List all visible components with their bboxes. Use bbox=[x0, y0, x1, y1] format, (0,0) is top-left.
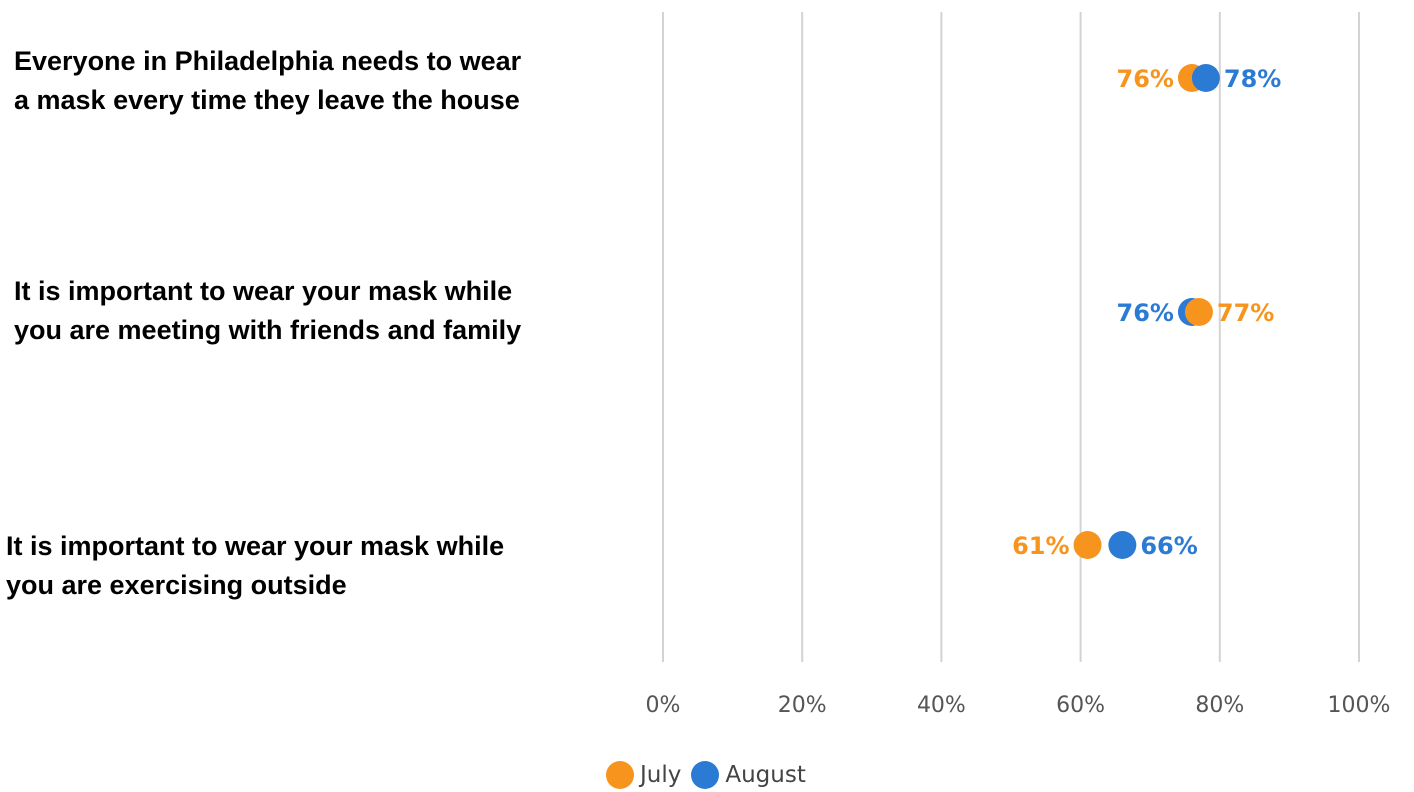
category-label-line: you are meeting with friends and family bbox=[14, 315, 522, 345]
data-label: 66% bbox=[1140, 532, 1197, 560]
data-label: 78% bbox=[1224, 65, 1281, 93]
category-label-line: Everyone in Philadelphia needs to wear bbox=[14, 46, 522, 76]
legend-label: July bbox=[640, 762, 682, 788]
data-label: 61% bbox=[1012, 532, 1069, 560]
category-label-line: you are exercising outside bbox=[6, 570, 347, 600]
x-tick-label: 60% bbox=[1056, 693, 1105, 718]
legend-item-july: July bbox=[606, 761, 681, 789]
category-label-line: It is important to wear your mask while bbox=[6, 531, 505, 561]
legend-dot-icon bbox=[691, 761, 720, 789]
legend-dot-icon bbox=[606, 761, 634, 789]
data-point-august bbox=[1108, 531, 1137, 559]
category-label-masks-always: Everyone in Philadelphia needs to wear a… bbox=[14, 42, 521, 120]
x-tick-label: 80% bbox=[1195, 693, 1244, 718]
data-point-july bbox=[1073, 531, 1102, 559]
category-label-exercising: It is important to wear your mask while … bbox=[6, 527, 504, 605]
data-label: 76% bbox=[1117, 65, 1174, 93]
legend: July August bbox=[606, 758, 816, 792]
x-tick-label: 20% bbox=[778, 693, 827, 718]
plot-area: 0% 20% 40% 60% 80% 100% 76% 78% 76% 77% 61% 66% bbox=[646, 12, 1391, 718]
legend-item-august: August bbox=[691, 761, 806, 789]
category-label-line: a mask every time they leave the house bbox=[14, 85, 520, 115]
x-tick-label: 40% bbox=[917, 693, 966, 718]
data-point-august bbox=[1191, 64, 1220, 92]
data-point-july bbox=[1184, 298, 1213, 326]
legend-label: August bbox=[725, 762, 806, 788]
data-label: 77% bbox=[1217, 299, 1274, 327]
x-tick-label: 0% bbox=[646, 693, 681, 718]
category-label-line: It is important to wear your mask while bbox=[14, 276, 513, 306]
category-label-friends-family: It is important to wear your mask while … bbox=[14, 272, 521, 350]
x-tick-label: 100% bbox=[1328, 693, 1391, 718]
data-label: 76% bbox=[1117, 299, 1174, 327]
